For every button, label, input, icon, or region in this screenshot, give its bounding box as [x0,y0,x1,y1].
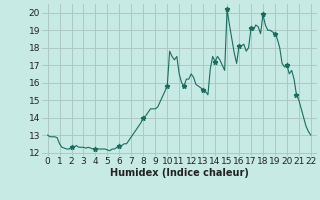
X-axis label: Humidex (Indice chaleur): Humidex (Indice chaleur) [110,168,249,178]
